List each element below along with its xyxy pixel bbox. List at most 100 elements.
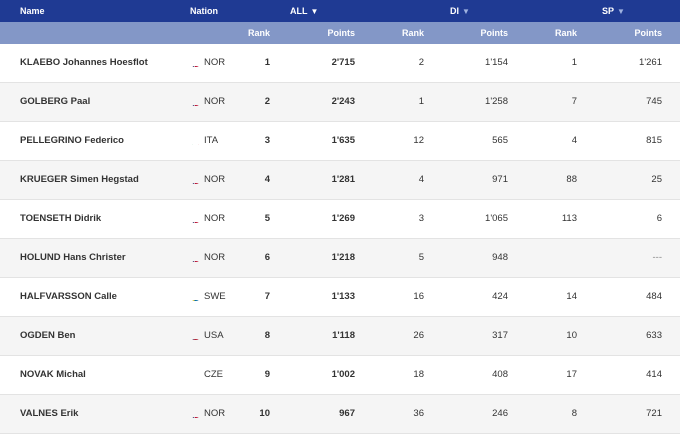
column-header-nation[interactable]: Nation (190, 6, 218, 16)
column-header-di[interactable]: DI ▼ (450, 0, 470, 22)
athlete-name[interactable]: VALNES Erik (20, 408, 79, 419)
nor-flag-icon (190, 95, 201, 106)
table-row[interactable]: HOLUND Hans Christer NOR 6 1'218 5 948 --- (0, 239, 680, 278)
cze-flag-icon (190, 368, 201, 379)
di-points: 408 (492, 369, 508, 380)
nor-flag-icon (190, 212, 201, 223)
sp-points: 6 (656, 213, 662, 224)
all-points: 1'218 (331, 252, 355, 263)
all-rank: 9 (264, 369, 270, 380)
sp-rank: 10 (566, 330, 577, 341)
table-row[interactable]: GOLBERG Paal NOR 2 2'243 1 1'258 7 745 (0, 83, 680, 122)
table-row[interactable]: VALNES Erik NOR 10 967 36 246 8 721 (0, 395, 680, 434)
subheader-all-rank[interactable]: Rank (247, 28, 270, 38)
table-row[interactable]: NOVAK Michal CZE 9 1'002 18 408 17 414 (0, 356, 680, 395)
nation-cell: SWE (190, 278, 226, 316)
sp-rank: 17 (566, 369, 577, 380)
column-header-sp-label: SP (602, 6, 615, 16)
sp-points: 745 (646, 96, 662, 107)
athlete-name[interactable]: NOVAK Michal (20, 369, 86, 380)
column-header-all-label: ALL (290, 6, 308, 16)
all-points: 2'243 (331, 96, 355, 107)
athlete-name[interactable]: KRUEGER Simen Hegstad (20, 174, 139, 185)
table-row[interactable]: OGDEN Ben USA 8 1'118 26 317 10 633 (0, 317, 680, 356)
table-row[interactable]: HALFVARSSON Calle SWE 7 1'133 16 424 14 484 (0, 278, 680, 317)
table-row[interactable]: PELLEGRINO Federico ITA 3 1'635 12 565 4 815 (0, 122, 680, 161)
athlete-name[interactable]: KLAEBO Johannes Hoesflot (20, 57, 148, 68)
sp-points: 721 (646, 408, 662, 419)
column-header-name[interactable]: Name (20, 6, 45, 16)
nation-code: NOR (204, 408, 226, 419)
subheader-sp-points[interactable]: Points (634, 28, 662, 38)
athlete-name[interactable]: TOENSETH Didrik (20, 213, 102, 224)
di-rank: 4 (418, 174, 424, 185)
nation-cell: NOR (190, 395, 225, 433)
column-header-di-label: DI (450, 6, 459, 16)
nation-cell: USA (190, 317, 224, 355)
athlete-name[interactable]: GOLBERG Paal (20, 96, 91, 107)
nor-flag-icon (190, 56, 201, 67)
di-points: 424 (492, 291, 508, 302)
all-points: 1'002 (331, 369, 355, 380)
sort-down-icon: ▼ (617, 7, 625, 16)
sp-points: 25 (651, 174, 662, 185)
sp-rank: 1 (571, 57, 577, 68)
all-rank: 7 (264, 291, 270, 302)
di-points: 948 (492, 252, 508, 263)
subheader-di-points[interactable]: Points (480, 28, 508, 38)
nation-cell: CZE (190, 356, 223, 394)
table-row[interactable]: KRUEGER Simen Hegstad NOR 4 1'281 4 971 88 25 (0, 161, 680, 200)
nation-code: ITA (204, 135, 219, 146)
nation-cell: ITA (190, 122, 218, 160)
all-rank: 6 (264, 252, 270, 263)
column-header-sp[interactable]: SP ▼ (602, 0, 625, 22)
nor-flag-icon (190, 407, 201, 418)
sp-rank: 4 (571, 135, 577, 146)
di-points: 971 (492, 174, 508, 185)
di-points: 565 (492, 135, 508, 146)
sort-down-icon: ▼ (462, 7, 470, 16)
athlete-name[interactable]: HOLUND Hans Christer (20, 252, 126, 263)
sp-rank: 8 (571, 408, 577, 419)
sp-points: 484 (646, 291, 662, 302)
all-rank: 1 (264, 57, 270, 68)
nation-cell: NOR (190, 239, 225, 277)
nation-code: NOR (204, 57, 226, 68)
all-points: 1'133 (331, 291, 355, 302)
nation-code: USA (204, 330, 224, 341)
di-rank: 16 (413, 291, 424, 302)
athlete-name[interactable]: OGDEN Ben (20, 330, 76, 341)
table-row[interactable]: TOENSETH Didrik NOR 5 1'269 3 1'065 113 6 (0, 200, 680, 239)
di-rank: 1 (418, 96, 424, 107)
di-points: 1'154 (485, 57, 508, 68)
sort-down-icon: ▼ (310, 7, 319, 16)
all-points: 967 (339, 408, 355, 419)
subheader-di-rank[interactable]: Rank (401, 28, 424, 38)
nation-code: NOR (204, 213, 226, 224)
all-rank: 5 (264, 213, 270, 224)
sp-rank: 88 (566, 174, 577, 185)
usa-flag-icon (190, 329, 201, 340)
column-header-all[interactable]: ALL ▼ (290, 0, 318, 22)
subheader-all-points[interactable]: Points (327, 28, 355, 38)
sp-points: 414 (646, 369, 662, 380)
di-rank: 36 (413, 408, 424, 419)
subheader-sp-rank[interactable]: Rank (554, 28, 577, 38)
table-row[interactable]: KLAEBO Johannes Hoesflot NOR 1 2'715 2 1'154 1… (0, 44, 680, 83)
nation-cell: NOR (190, 200, 225, 238)
all-points: 1'281 (331, 174, 355, 185)
nation-code: SWE (204, 291, 226, 302)
di-points: 1'065 (485, 213, 508, 224)
di-rank: 18 (413, 369, 424, 380)
sp-points: 633 (646, 330, 662, 341)
standings-table-body: KLAEBO Johannes Hoesflot NOR 1 2'715 2 1'154 1… (0, 44, 680, 434)
athlete-name[interactable]: HALFVARSSON Calle (20, 291, 117, 302)
di-rank: 26 (413, 330, 424, 341)
athlete-name[interactable]: PELLEGRINO Federico (20, 135, 124, 146)
nor-flag-icon (190, 251, 201, 262)
all-points: 2'715 (331, 57, 355, 68)
all-points: 1'635 (331, 135, 355, 146)
nation-cell: NOR (190, 83, 225, 121)
ita-flag-icon (190, 134, 201, 145)
table-header: Name Nation ALL ▼ DI ▼ SP ▼ (0, 0, 680, 22)
